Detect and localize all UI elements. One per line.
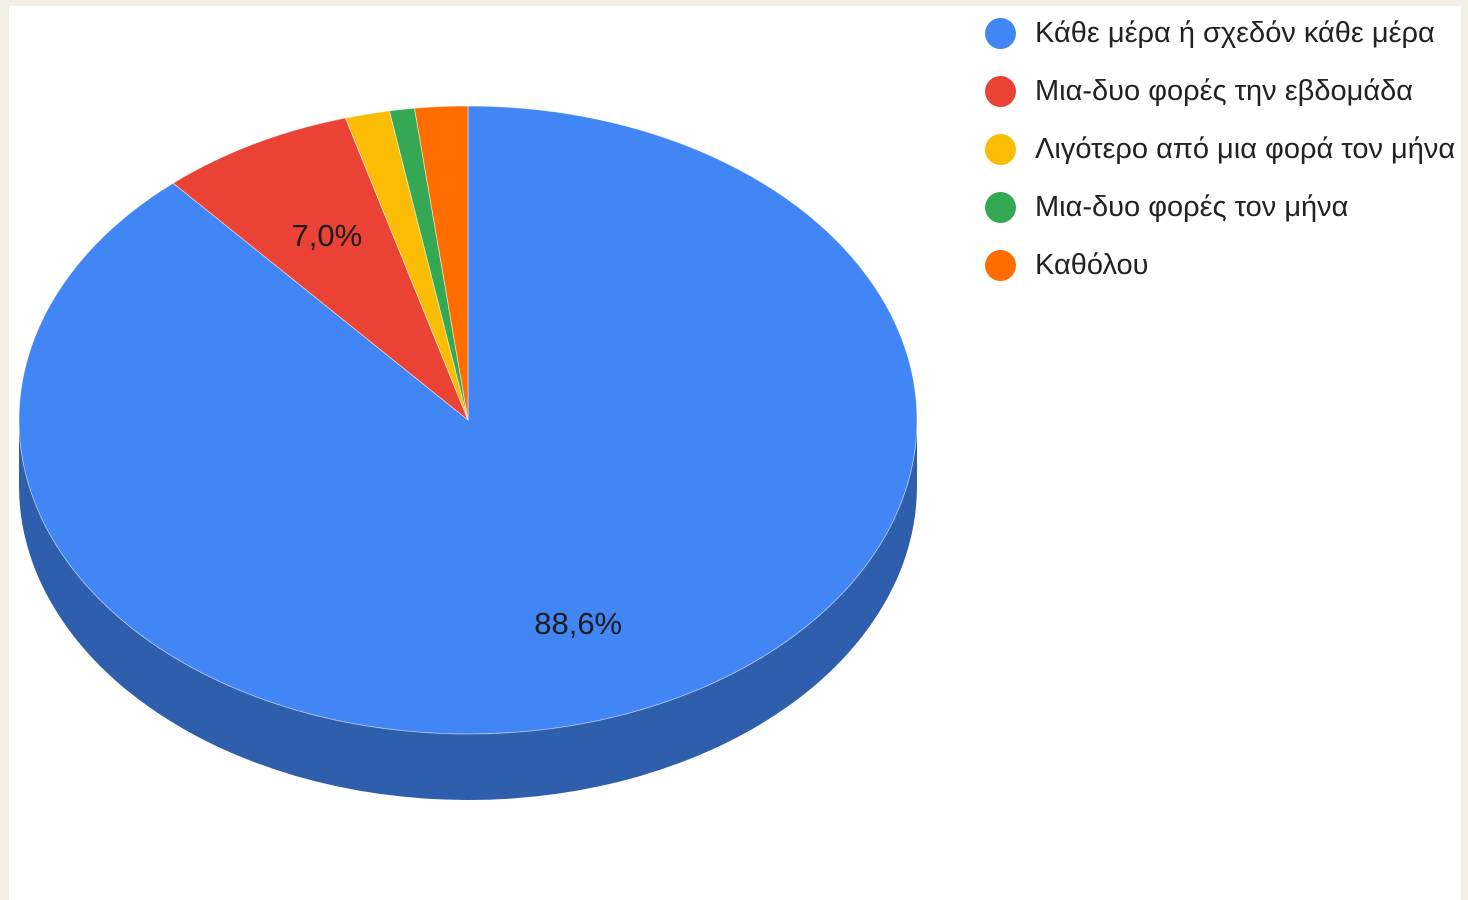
legend-label: Κάθε μέρα ή σχεδόν κάθε μέρα <box>1035 16 1435 49</box>
legend-item-2[interactable]: Μια-δυο φορές την εβδομάδα <box>985 62 1455 120</box>
legend-swatch <box>985 249 1016 281</box>
legend-item-5[interactable]: Καθόλου <box>985 236 1455 294</box>
legend-item-3[interactable]: Λιγότερο από μια φορά τον μήνα <box>985 120 1455 178</box>
legend-label: Μια-δυο φορές τον μήνα <box>1035 190 1349 223</box>
legend-swatch <box>985 191 1016 223</box>
pie-slice-5[interactable] <box>414 105 469 421</box>
legend-swatch <box>985 17 1016 49</box>
legend-label: Μια-δυο φορές την εβδομάδα <box>1035 74 1414 107</box>
chart-frame: 88,6% 7,0% Κάθε μέρα ή σχεδόν κάθε μέρα Μι… <box>9 6 1461 900</box>
legend-swatch <box>985 75 1016 107</box>
legend-label: Καθόλου <box>1035 248 1149 281</box>
data-label-1: 88,6% <box>534 606 622 641</box>
legend: Κάθε μέρα ή σχεδόν κάθε μέρα Μια-δυο φορέ… <box>985 4 1455 294</box>
legend-item-1[interactable]: Κάθε μέρα ή σχεδόν κάθε μέρα <box>985 4 1455 62</box>
pie-sides <box>19 420 917 800</box>
data-label-2: 7,0% <box>292 218 363 253</box>
pie-data-labels: 88,6% 7,0% <box>292 218 623 641</box>
pie-slice-2[interactable] <box>172 117 469 422</box>
legend-swatch <box>985 133 1016 165</box>
legend-item-4[interactable]: Μια-δυο φορές τον μήνα <box>985 178 1455 236</box>
pie-chart: 88,6% 7,0% <box>18 105 918 800</box>
pie-side-1 <box>19 420 917 800</box>
pie-slices <box>18 105 918 735</box>
legend-label: Λιγότερο από μια φορά τον μήνα <box>1035 132 1456 165</box>
